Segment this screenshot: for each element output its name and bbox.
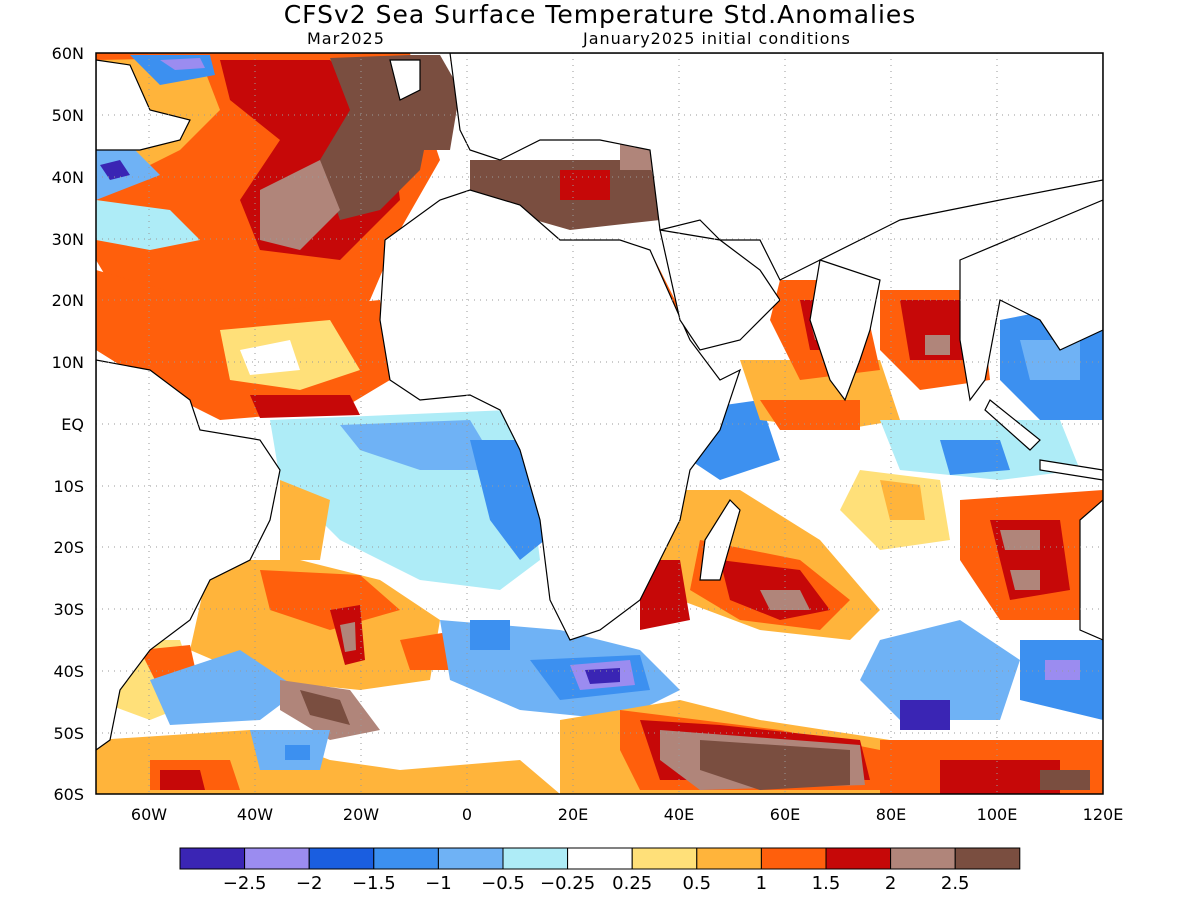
colorbar-bin	[502, 847, 569, 870]
lon-tick-label: 60E	[770, 805, 800, 824]
anomaly-field	[96, 53, 1103, 794]
colorbar-label: −2	[296, 873, 323, 894]
land-masses	[96, 53, 1103, 751]
colorbar-bin	[308, 847, 375, 870]
colorbar-labels: −2.5 −2 −1.5 −1 −0.5 −0.25 0.25 0.5 1 1.5 2 2.5	[223, 873, 970, 894]
colorbar-label: 1	[756, 873, 767, 894]
lat-tick-label: 20N	[52, 291, 84, 310]
lat-axis: 60N 50N 40N 30N 20N 10N EQ 10S 20S 30S 4…	[52, 44, 84, 804]
colorbar-bin	[890, 847, 956, 870]
lon-tick-label: 40E	[664, 805, 694, 824]
colorbar-bin	[437, 847, 504, 870]
lon-tick-label: 120E	[1083, 805, 1124, 824]
lat-tick-label: 60N	[52, 44, 84, 63]
lat-tick-label: EQ	[61, 415, 84, 434]
map-title: CFSv2 Sea Surface Temperature Std.Anomal…	[283, 0, 917, 29]
colorbar-bin	[567, 847, 633, 870]
lat-tick-label: 50S	[53, 724, 84, 743]
colorbar-label: 0.25	[612, 873, 652, 894]
colorbar-bin	[954, 847, 1021, 870]
valid-month-label: Mar2025	[307, 29, 385, 48]
lon-tick-label: 40W	[237, 805, 273, 824]
lat-tick-label: 40N	[52, 168, 84, 187]
lat-tick-label: 60S	[53, 785, 84, 804]
lat-tick-label: 20S	[53, 538, 84, 557]
colorbar-label: −1	[425, 873, 452, 894]
lat-tick-label: 30N	[52, 230, 84, 249]
lat-tick-label: 50N	[52, 106, 84, 125]
colorbar-bin	[373, 847, 439, 870]
lon-tick-label: 60W	[131, 805, 167, 824]
colorbar	[179, 847, 1021, 870]
colorbar-label: 2	[885, 873, 896, 894]
lat-tick-label: 10S	[53, 477, 84, 496]
lon-tick-label: 0	[462, 805, 472, 824]
colorbar-label: 0.5	[682, 873, 711, 894]
lat-tick-label: 40S	[53, 662, 84, 681]
lon-axis: 60W 40W 20W 0 20E 40E 60E 80E 100E 120E	[131, 805, 1123, 824]
lat-tick-label: 30S	[53, 600, 84, 619]
colorbar-label: −2.5	[223, 873, 267, 894]
lat-tick-label: 10N	[52, 353, 84, 372]
colorbar-bin	[179, 847, 246, 870]
colorbar-bin	[244, 847, 310, 870]
lon-tick-label: 80E	[876, 805, 906, 824]
lon-tick-label: 100E	[977, 805, 1018, 824]
colorbar-bin	[760, 847, 827, 870]
initial-conditions-label: January2025 initial conditions	[583, 29, 851, 48]
lon-tick-label: 20W	[343, 805, 379, 824]
colorbar-bin	[631, 847, 698, 870]
lon-tick-label: 20E	[558, 805, 588, 824]
colorbar-bin	[825, 847, 892, 870]
colorbar-label: 1.5	[812, 873, 841, 894]
colorbar-label: −0.25	[540, 873, 595, 894]
colorbar-label: −0.5	[481, 873, 525, 894]
plot-frame	[95, 52, 1104, 795]
colorbar-bin	[696, 847, 762, 870]
colorbar-label: −1.5	[352, 873, 396, 894]
colorbar-label: 2.5	[941, 873, 970, 894]
